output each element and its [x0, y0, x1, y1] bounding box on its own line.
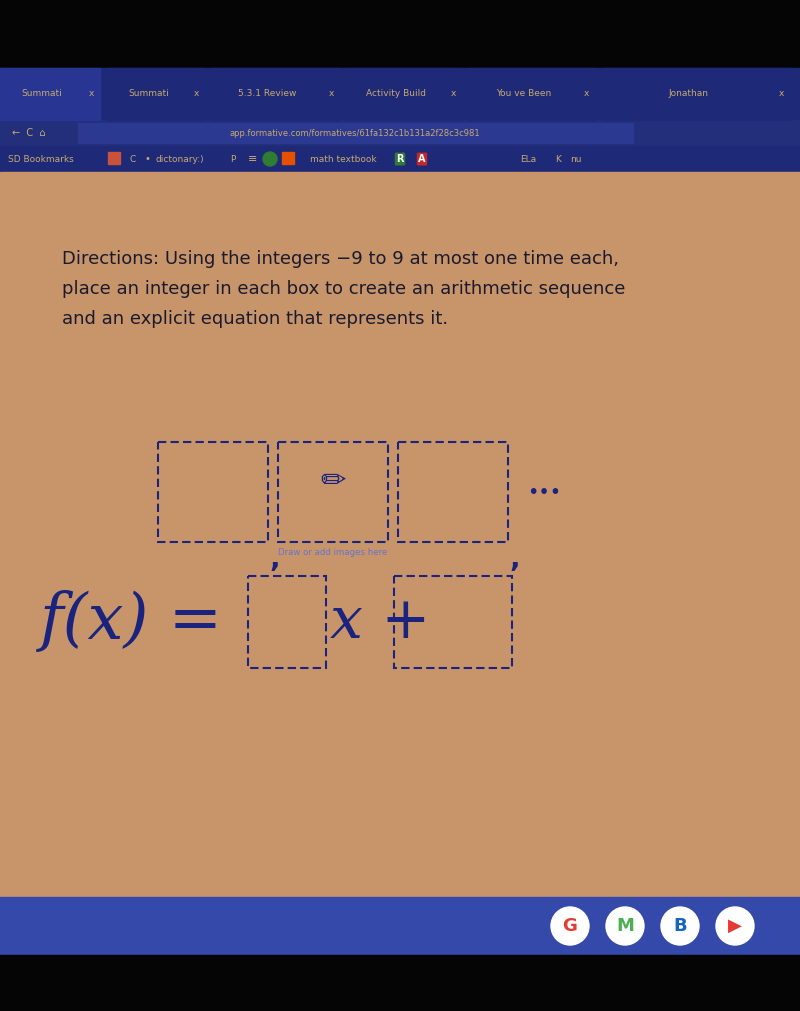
Bar: [0, 955, 800, 1011]
Bar: [398, 442, 508, 542]
Text: x: x: [88, 90, 94, 98]
Bar: [0, 146, 800, 172]
Text: •: •: [145, 154, 151, 164]
Text: 5.3.1 Review: 5.3.1 Review: [238, 90, 296, 98]
Circle shape: [661, 907, 699, 945]
Text: Draw or add images here: Draw or add images here: [278, 548, 388, 557]
Text: and an explicit equation that represents it.: and an explicit equation that represents…: [62, 310, 448, 328]
Text: ,: ,: [509, 545, 520, 573]
Bar: [0, 172, 800, 897]
Text: ≡: ≡: [248, 154, 258, 164]
Bar: [468, 68, 595, 120]
Text: x: x: [194, 90, 198, 98]
Text: dictonary:): dictonary:): [155, 155, 204, 164]
Text: •••: •••: [527, 482, 561, 501]
Bar: [0, 120, 800, 146]
Text: nu: nu: [570, 155, 582, 164]
Bar: [0, 68, 800, 120]
Text: ▶: ▶: [728, 917, 742, 935]
Text: x: x: [328, 90, 334, 98]
Bar: [602, 68, 790, 120]
Text: G: G: [562, 917, 578, 935]
Text: math textbook: math textbook: [310, 155, 377, 164]
Text: Jonathan: Jonathan: [668, 90, 708, 98]
Bar: [248, 576, 326, 668]
Circle shape: [551, 907, 589, 945]
Bar: [108, 68, 205, 120]
Text: f(x) =: f(x) =: [40, 591, 223, 653]
Bar: [210, 68, 340, 120]
Bar: [282, 152, 294, 164]
Text: R: R: [396, 154, 404, 164]
Text: SD Bookmarks: SD Bookmarks: [8, 155, 74, 164]
Text: P: P: [230, 155, 235, 164]
Text: Directions: Using the integers −9 to 9 at most one time each,: Directions: Using the integers −9 to 9 a…: [62, 250, 619, 268]
Text: M: M: [616, 917, 634, 935]
Text: x +: x +: [330, 593, 430, 650]
Text: x: x: [778, 90, 784, 98]
Text: A: A: [418, 154, 426, 164]
Text: ELa: ELa: [520, 155, 536, 164]
Text: place an integer in each box to create an arithmetic sequence: place an integer in each box to create a…: [62, 280, 626, 298]
Bar: [394, 576, 512, 668]
Text: Activity Build: Activity Build: [366, 90, 426, 98]
Bar: [158, 442, 268, 542]
Text: Summati: Summati: [22, 90, 62, 98]
Text: Summati: Summati: [128, 90, 169, 98]
Bar: [0, 0, 800, 68]
Bar: [278, 442, 388, 542]
Text: x: x: [583, 90, 589, 98]
Bar: [78, 123, 633, 143]
Circle shape: [263, 152, 277, 166]
Text: ✏: ✏: [320, 467, 346, 496]
Text: C: C: [130, 155, 136, 164]
Text: K: K: [555, 155, 561, 164]
Text: ,: ,: [269, 545, 280, 573]
Text: x: x: [450, 90, 456, 98]
Bar: [0, 897, 800, 955]
Circle shape: [716, 907, 754, 945]
Text: app.formative.com/formatives/61fa132c1b131a2f28c3c981: app.formative.com/formatives/61fa132c1b1…: [230, 128, 480, 137]
Text: You ve Been: You ve Been: [496, 90, 551, 98]
Circle shape: [606, 907, 644, 945]
Bar: [345, 68, 462, 120]
Text: ←  C  ⌂: ← C ⌂: [12, 128, 46, 137]
Text: B: B: [673, 917, 687, 935]
Bar: [0, 68, 100, 120]
Bar: [108, 152, 120, 164]
